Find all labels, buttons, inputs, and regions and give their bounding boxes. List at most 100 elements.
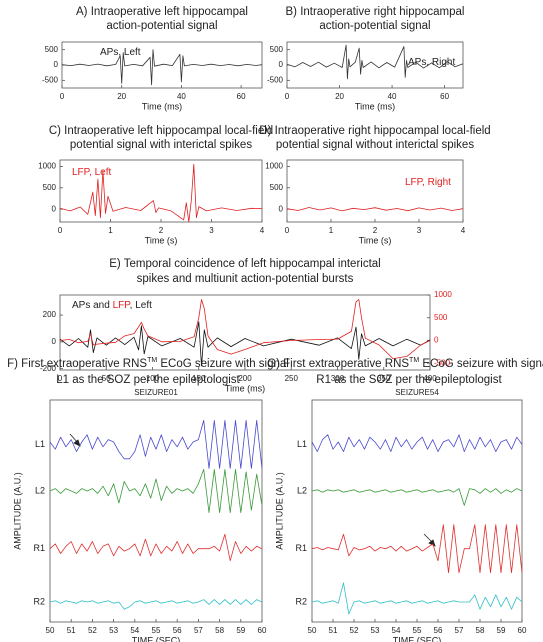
y-tick-label: 200 <box>43 310 57 319</box>
y-tick-label: 1000 <box>38 162 56 171</box>
x-tick-label: 0 <box>285 92 290 101</box>
trace <box>311 488 523 506</box>
panel: 50 51 52 53 54 55 56 57 58 59 60 TIME (SEC) F) First… <box>7 357 289 642</box>
annotation-part: APs and <box>72 300 113 311</box>
trace <box>311 582 523 615</box>
x-tick-label: 0 <box>60 92 65 101</box>
annotation: LFP, Right <box>405 177 451 188</box>
trace <box>61 49 263 86</box>
x-tick-label: 3 <box>209 226 214 235</box>
title-part: G) First extraoperative RNS <box>267 358 409 370</box>
panel: 0 50 100 150 200 250 300 350 400 Time (ms) E) Temp… <box>40 258 452 393</box>
panel-title: L1 as the SOZ per the epileptologist <box>56 374 240 386</box>
x-tick-label: 200 <box>238 374 252 383</box>
y2-tick-label: -500 <box>434 358 451 367</box>
x-axis-label: Time (ms) <box>355 101 395 111</box>
trace <box>49 533 263 562</box>
y-axis-label: AMPLITUDE (A.U.) <box>274 472 284 550</box>
x-tick-label: 60 <box>440 92 449 101</box>
y-tick-label: 0 <box>54 60 59 69</box>
x-tick-label: 52 <box>350 626 359 635</box>
trace <box>59 163 263 223</box>
panel-title: potential signal with interictal spikes <box>70 139 252 151</box>
channel-label: R2 <box>295 596 307 606</box>
subtitle: SEIZURE01 <box>134 388 178 397</box>
x-tick-label: 55 <box>152 626 161 635</box>
annotation: APs, Left <box>100 47 141 58</box>
x-tick-label: 51 <box>329 626 338 635</box>
title-superscript: TM <box>409 357 419 364</box>
x-tick-label: 20 <box>335 92 344 101</box>
panel-title: G) First extraoperative RNSTM ECoG seizu… <box>267 357 543 370</box>
arrows <box>69 433 436 547</box>
x-axis-label: Time (s) <box>359 235 392 245</box>
x-tick-label: 2 <box>159 226 164 235</box>
annotation-part: APs, Left <box>100 47 141 58</box>
x-tick-label: 59 <box>497 626 506 635</box>
x-tick-label: 300 <box>331 374 345 383</box>
trace <box>311 524 523 574</box>
y-tick-label: 500 <box>45 45 59 54</box>
panel-title: spikes and multiunit action-potential bu… <box>137 273 354 285</box>
x-tick-label: 100 <box>146 374 160 383</box>
panel-title: E) Temporal coincidence of left hippocam… <box>109 258 380 270</box>
x-tick-label: 57 <box>455 626 464 635</box>
x-tick-label: 4 <box>461 226 466 235</box>
x-tick-label: 40 <box>388 92 397 101</box>
annotation-part: LFP, Left <box>72 167 112 178</box>
x-tick-label: 56 <box>434 626 443 635</box>
trace <box>49 469 263 513</box>
trace <box>59 299 431 359</box>
plot-frame <box>311 399 523 623</box>
y-tick-label: 500 <box>43 183 57 192</box>
panel-title: D) Intraoperative right hippocampal loca… <box>259 125 490 137</box>
y-tick-label: 0 <box>52 204 57 213</box>
panel-title: potential signal without interictal spik… <box>276 139 474 151</box>
x-tick-label: 40 <box>177 92 186 101</box>
y-tick-label: 0 <box>279 60 284 69</box>
x-tick-label: 60 <box>258 626 267 635</box>
x-tick-label: 51 <box>67 626 76 635</box>
title-part: ECoG seizure with signal <box>419 358 543 370</box>
x-tick-label: 350 <box>377 374 391 383</box>
x-tick-label: 1 <box>108 226 113 235</box>
x-axis-label: TIME (SEC) <box>393 635 442 642</box>
x-tick-label: 20 <box>117 92 126 101</box>
x-tick-label: 60 <box>237 92 246 101</box>
panel-title: action-potential signal <box>319 20 430 32</box>
panel: 50 51 52 53 54 55 56 57 58 59 60 TIME (SEC) G) First… <box>267 357 543 642</box>
trace <box>49 599 263 610</box>
x-tick-label: 50 <box>308 626 317 635</box>
x-tick-label: 0 <box>58 374 63 383</box>
channel-label: R2 <box>33 596 45 606</box>
subtitle: SEIZURE54 <box>395 388 439 397</box>
trace <box>286 207 464 212</box>
panel: 0 1 2 3 4 Time (s) D) Intraoperative right hip… <box>259 125 490 245</box>
x-tick-label: 2 <box>373 226 378 235</box>
title-superscript: TM <box>147 357 157 364</box>
x-tick-label: 50 <box>102 374 111 383</box>
panel-title: action-potential signal <box>106 20 217 32</box>
plot-frame <box>286 159 464 223</box>
x-tick-label: 57 <box>194 626 203 635</box>
x-tick-label: 56 <box>173 626 182 635</box>
panel-title: C) Intraoperative left hippocampal local… <box>49 125 273 137</box>
trace <box>59 321 431 367</box>
y2-tick-label: 0 <box>434 336 439 345</box>
channel-label: R1 <box>33 543 45 553</box>
x-tick-label: 52 <box>88 626 97 635</box>
annotation: APs and LFP, Left <box>72 300 152 311</box>
trace <box>49 420 263 469</box>
channel-label: L2 <box>35 485 45 495</box>
x-tick-label: 0 <box>285 226 290 235</box>
annotation-part: LFP <box>113 300 132 311</box>
title-part: ECoG seizure with signal <box>157 358 289 370</box>
x-axis-label: Time (ms) <box>142 101 182 111</box>
panel-title: F) First extraoperative RNSTM ECoG seizu… <box>7 357 289 370</box>
annotation: APs, Right <box>408 57 455 68</box>
arrow-head <box>428 539 436 547</box>
x-tick-label: 60 <box>518 626 527 635</box>
annotation: LFP, Left <box>72 167 112 178</box>
x-tick-label: 1 <box>329 226 334 235</box>
panel: 0 1 2 3 4 Time (s) C) Intraoperative left hipp… <box>38 125 273 245</box>
